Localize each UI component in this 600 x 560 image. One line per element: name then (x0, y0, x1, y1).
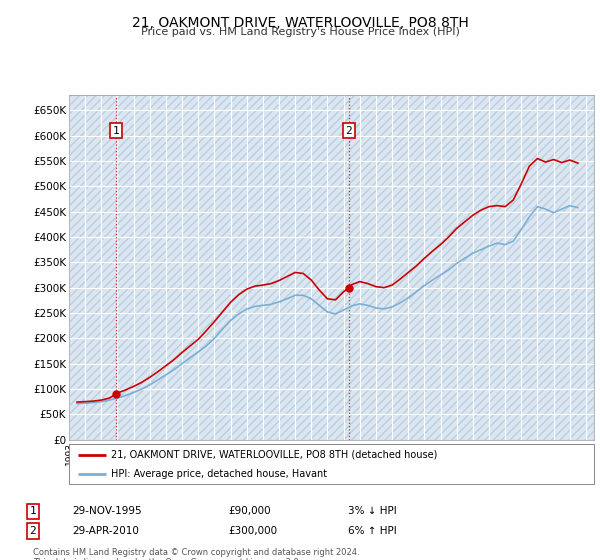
Text: 3% ↓ HPI: 3% ↓ HPI (348, 506, 397, 516)
Text: £90,000: £90,000 (228, 506, 271, 516)
Text: 2: 2 (29, 526, 37, 536)
Text: 21, OAKMONT DRIVE, WATERLOOVILLE, PO8 8TH (detached house): 21, OAKMONT DRIVE, WATERLOOVILLE, PO8 8T… (111, 450, 437, 460)
Text: 29-APR-2010: 29-APR-2010 (72, 526, 139, 536)
Text: 21, OAKMONT DRIVE, WATERLOOVILLE, PO8 8TH: 21, OAKMONT DRIVE, WATERLOOVILLE, PO8 8T… (131, 16, 469, 30)
Text: 29-NOV-1995: 29-NOV-1995 (72, 506, 142, 516)
Text: £300,000: £300,000 (228, 526, 277, 536)
Text: HPI: Average price, detached house, Havant: HPI: Average price, detached house, Hava… (111, 469, 327, 478)
Text: Contains HM Land Registry data © Crown copyright and database right 2024.
This d: Contains HM Land Registry data © Crown c… (33, 548, 359, 560)
Text: 1: 1 (113, 125, 119, 136)
Text: 1: 1 (29, 506, 37, 516)
Text: 2: 2 (346, 125, 352, 136)
Text: Price paid vs. HM Land Registry's House Price Index (HPI): Price paid vs. HM Land Registry's House … (140, 27, 460, 37)
Text: 6% ↑ HPI: 6% ↑ HPI (348, 526, 397, 536)
